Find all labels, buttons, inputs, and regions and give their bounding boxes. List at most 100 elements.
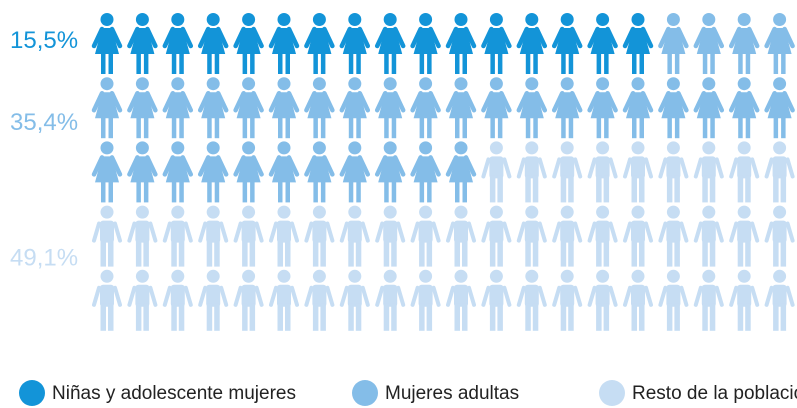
leg (384, 181, 389, 203)
head (135, 205, 149, 219)
arm (392, 26, 406, 49)
arm (728, 90, 742, 113)
arm (516, 285, 526, 307)
arm (569, 26, 583, 49)
leg (108, 303, 114, 331)
arm (127, 285, 137, 307)
arm (304, 155, 317, 177)
arm (148, 285, 158, 307)
legend-label: Niñas y adolescente mujeres (52, 383, 296, 404)
torso (524, 284, 539, 307)
torso (312, 220, 327, 243)
arm (764, 157, 774, 179)
arm (109, 26, 123, 49)
arm (467, 285, 476, 307)
head (525, 141, 539, 155)
head (596, 77, 610, 91)
head (666, 13, 680, 26)
arm (658, 221, 668, 243)
head (348, 77, 362, 91)
arm (481, 157, 491, 179)
arm (463, 90, 477, 113)
arm (286, 90, 300, 113)
leg (454, 303, 460, 331)
arm (357, 26, 371, 49)
head (171, 141, 185, 155)
arm (551, 26, 565, 49)
person-icon (91, 141, 123, 203)
leg (348, 117, 354, 139)
torso (737, 156, 752, 179)
arm (269, 221, 278, 243)
arm (679, 157, 689, 179)
arm (714, 285, 724, 307)
person-icon (729, 269, 760, 331)
leg (171, 117, 177, 139)
arm (693, 90, 707, 113)
person-icon (268, 13, 300, 74)
leg (709, 175, 716, 203)
head (489, 141, 503, 155)
torso (701, 284, 716, 307)
arm (91, 26, 105, 49)
arm (290, 221, 299, 243)
leg (171, 53, 177, 74)
arm (640, 90, 654, 113)
arm (640, 26, 654, 49)
leg (207, 181, 212, 203)
arm (145, 155, 158, 177)
arm (750, 157, 760, 179)
arm (339, 90, 353, 113)
torso (206, 284, 221, 307)
arm (782, 90, 795, 113)
person-icon (410, 13, 441, 74)
arm (502, 157, 512, 179)
leg (101, 117, 106, 139)
arm (251, 26, 264, 49)
leg (391, 117, 397, 139)
leg (143, 303, 149, 331)
torso (241, 220, 256, 243)
arm (534, 26, 548, 49)
leg (242, 53, 248, 74)
arm (109, 155, 123, 177)
leg (603, 303, 610, 331)
torso (666, 284, 681, 307)
leg (108, 181, 113, 203)
leg (532, 239, 539, 267)
arm (499, 26, 512, 49)
person-icon (587, 205, 618, 267)
head (773, 13, 787, 26)
head (702, 269, 716, 283)
arm (729, 221, 739, 243)
torso (772, 156, 787, 179)
leg (419, 303, 425, 331)
leg (702, 53, 708, 74)
person-icon (339, 13, 371, 74)
arm (445, 155, 459, 177)
head (419, 13, 433, 26)
person-icon (516, 269, 547, 331)
leg (674, 175, 680, 203)
head (242, 205, 256, 219)
arm (162, 221, 172, 243)
arm (746, 90, 760, 113)
head (383, 77, 397, 91)
arm (587, 221, 597, 243)
head (348, 205, 362, 219)
leg (207, 117, 212, 139)
arm (339, 285, 349, 307)
arm (162, 155, 176, 177)
person-icon (587, 13, 618, 74)
arm (162, 26, 176, 49)
arm (183, 221, 193, 243)
leg (108, 53, 113, 74)
person-icon (304, 141, 335, 203)
person-icon (729, 205, 760, 267)
leg (242, 239, 248, 267)
leg (214, 181, 220, 203)
leg (356, 117, 361, 139)
leg (143, 53, 149, 74)
leg (561, 53, 566, 74)
person-icon (375, 205, 406, 267)
